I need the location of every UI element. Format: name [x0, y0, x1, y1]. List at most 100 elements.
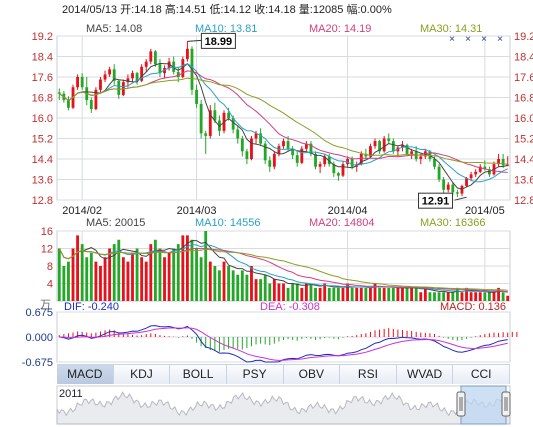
candle-body	[478, 166, 482, 172]
volume-bar	[176, 244, 180, 301]
tab-kdj[interactable]: KDJ	[113, 365, 171, 384]
candle-body	[465, 178, 468, 186]
candle-body	[387, 138, 391, 142]
candle-body	[172, 61, 176, 72]
volume-bar	[204, 231, 208, 301]
volume-bar	[131, 252, 134, 301]
volume-bar	[506, 295, 510, 301]
header-close: 14.18	[268, 4, 296, 16]
tab-rsi[interactable]: RSI	[340, 365, 397, 384]
volume-bar	[185, 235, 189, 301]
candle-body	[112, 69, 116, 81]
volume-bar	[387, 287, 391, 301]
candle-body	[391, 141, 395, 152]
volume-bar	[135, 248, 139, 301]
header-high: 14.51	[178, 4, 207, 16]
volume-bar	[497, 287, 500, 301]
candle-body	[419, 156, 423, 159]
candle-body	[451, 184, 455, 193]
candle-body	[336, 173, 340, 176]
navigator-panel[interactable]: 2011	[56, 385, 511, 425]
candle-body	[117, 80, 121, 95]
volume-bar	[437, 292, 441, 301]
header-low-label: 低:	[209, 4, 224, 16]
price-ytick-left: 16.0	[32, 113, 53, 125]
candle-body	[236, 129, 240, 139]
volume-panel: 16 12 8 4 MA5: 20015 MA10: 14556 MA20: 14804 MA…	[40, 217, 511, 311]
candle-body	[506, 164, 510, 166]
volume-bar	[318, 287, 322, 301]
candle-body	[259, 133, 263, 144]
volume-bar	[369, 287, 372, 301]
tab-macd[interactable]: MACD	[57, 365, 114, 384]
volume-unit-label: 万	[40, 299, 51, 311]
candle-body	[314, 153, 317, 167]
extreme-pointer	[454, 196, 467, 201]
candle-body	[474, 171, 478, 175]
volume-bar	[140, 257, 144, 301]
tab-psy[interactable]: PSY	[226, 365, 284, 384]
price-star-marker-icon: ×	[497, 34, 503, 45]
volume-bar	[149, 244, 153, 301]
volume-bar	[158, 248, 162, 301]
volume-ytick: 8	[47, 261, 53, 273]
volume-bar	[350, 287, 354, 301]
indicator-tabs: MACD KDJ BOLL PSY OBV RSI WVAD CCI	[57, 364, 510, 384]
volume-bar	[181, 235, 185, 301]
price-ytick-left: 13.6	[32, 175, 53, 187]
volume-bar	[469, 292, 473, 301]
header-volume-label: 量:	[298, 4, 313, 16]
candle-body	[323, 156, 327, 165]
volume-bar	[332, 287, 336, 301]
price-ytick-right: 17.6	[514, 72, 533, 84]
volume-bar	[341, 287, 345, 301]
candle-body	[272, 153, 276, 167]
navigator-left-handle[interactable]	[456, 391, 466, 417]
candle-body	[245, 151, 249, 159]
candle-body	[103, 74, 107, 80]
tab-wvad[interactable]: WVAD	[396, 365, 454, 384]
navigator-right-handle[interactable]	[501, 391, 511, 417]
volume-bar	[460, 292, 464, 301]
price-star-marker-icon: ×	[481, 34, 487, 45]
tab-boll[interactable]: BOLL	[170, 365, 227, 384]
price-xtick-label: 2014/02	[62, 205, 102, 217]
macd-legend-macd: MACD: 0.136	[440, 301, 506, 313]
volume-ma5-line	[58, 240, 508, 293]
tab-cci[interactable]: CCI	[453, 365, 510, 384]
volume-bar	[167, 252, 171, 301]
volume-bar	[446, 292, 450, 301]
volume-bar	[382, 287, 386, 301]
candle-body	[213, 110, 217, 121]
volume-legend-ma20: MA20: 14804	[309, 217, 374, 229]
candle-body	[163, 68, 166, 74]
candle-body	[487, 169, 491, 175]
volume-bar	[199, 257, 203, 301]
price-star-marker-icon: ×	[449, 34, 455, 45]
volume-bar	[501, 292, 505, 301]
volume-bar	[222, 261, 226, 301]
candle-body	[176, 71, 180, 77]
tab-obv[interactable]: OBV	[283, 365, 341, 384]
candle-body	[57, 92, 61, 94]
candle-body	[501, 159, 505, 166]
navigator-selection-window	[460, 385, 507, 425]
price-ytick-right: 14.4	[514, 154, 533, 166]
candle-body	[208, 110, 212, 136]
candle-body	[149, 51, 153, 62]
candle-body	[364, 153, 368, 157]
volume-bar	[208, 261, 212, 301]
volume-bar	[117, 239, 121, 301]
volume-bar	[245, 274, 249, 301]
candle-body	[99, 79, 102, 90]
candle-body	[341, 164, 345, 176]
candle-body	[263, 143, 267, 161]
volume-bar	[346, 283, 349, 301]
candle-body	[442, 179, 446, 190]
volume-bar	[126, 261, 130, 301]
volume-bar	[240, 270, 244, 301]
header-bar: 2014/05/13 开:14.18 高:14.51 低:14.12 收:14.…	[62, 1, 392, 17]
price-legend-ma20: MA20: 14.19	[309, 23, 371, 35]
volume-bar	[108, 248, 112, 301]
